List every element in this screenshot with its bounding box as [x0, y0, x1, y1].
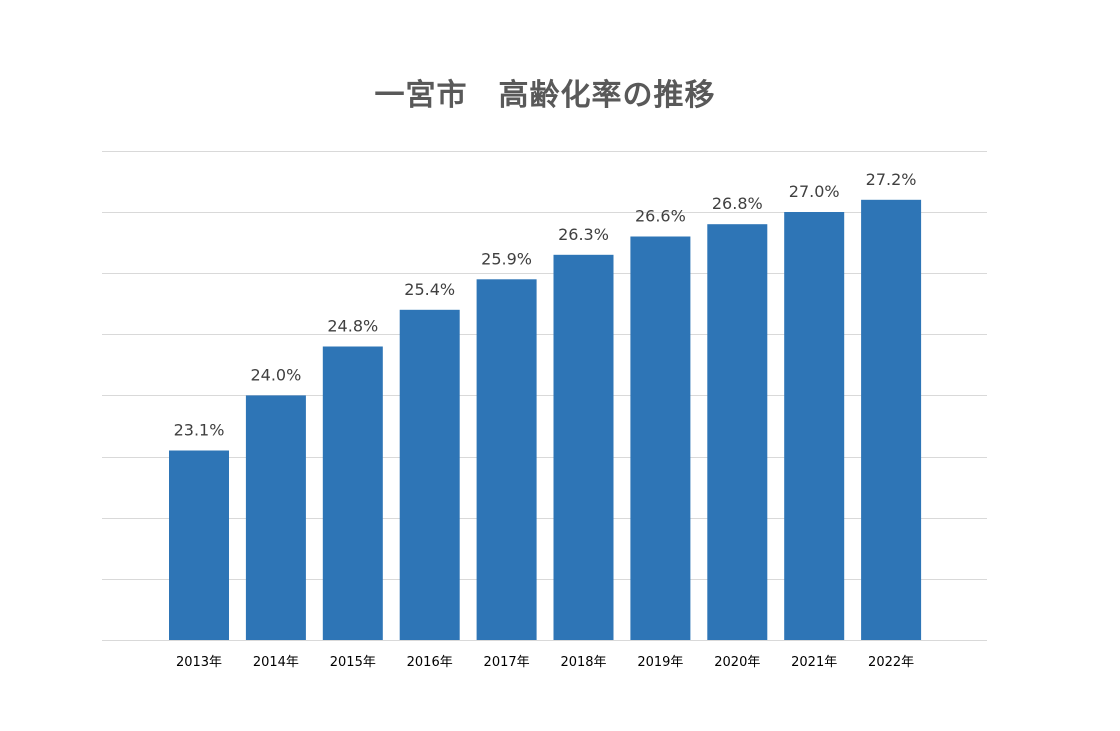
bar-2017年	[476, 279, 537, 640]
bar-2014年	[245, 395, 306, 640]
chart-title: 一宮市 高齢化率の推移	[374, 78, 716, 113]
bar-2013年	[169, 450, 229, 640]
bar-2015年	[322, 346, 383, 640]
x-tick-label: 2016年	[407, 655, 453, 670]
x-axis-tick-labels: 2013年 2014年 2015年 2016年 2017年 2018年 2019年 2020年…	[176, 655, 914, 670]
data-label: 27.0%	[789, 182, 840, 201]
bar-2019年	[630, 236, 691, 640]
x-tick-label: 2022年	[868, 655, 914, 670]
data-label: 25.4%	[404, 280, 455, 299]
bar-2021年	[784, 212, 845, 640]
x-tick-label: 2019年	[637, 655, 683, 670]
bar-2016年	[399, 309, 460, 640]
data-label: 26.8%	[712, 194, 763, 213]
data-label: 24.8%	[327, 317, 378, 336]
bar-2018年	[553, 254, 614, 641]
x-tick-label: 2020年	[714, 655, 760, 670]
data-label: 25.9%	[481, 249, 532, 268]
data-label: 26.6%	[635, 207, 686, 226]
x-tick-label: 2017年	[484, 655, 530, 670]
bars	[169, 199, 922, 641]
x-tick-label: 2018年	[560, 655, 606, 670]
data-labels: 23.1% 24.0% 24.8% 25.4% 25.9% 26.3% 26.6% 26.8%…	[174, 170, 917, 440]
bar-2022年	[861, 199, 922, 641]
bar-2020年	[707, 224, 768, 640]
x-tick-label: 2014年	[253, 655, 299, 670]
gridlines	[102, 151, 987, 641]
data-label: 27.2%	[866, 170, 917, 189]
x-tick-label: 2013年	[176, 655, 222, 670]
data-label: 24.0%	[250, 365, 301, 384]
x-tick-label: 2015年	[330, 655, 376, 670]
data-label: 23.1%	[174, 421, 225, 440]
x-tick-label: 2021年	[791, 655, 837, 670]
data-label: 26.3%	[558, 225, 609, 244]
